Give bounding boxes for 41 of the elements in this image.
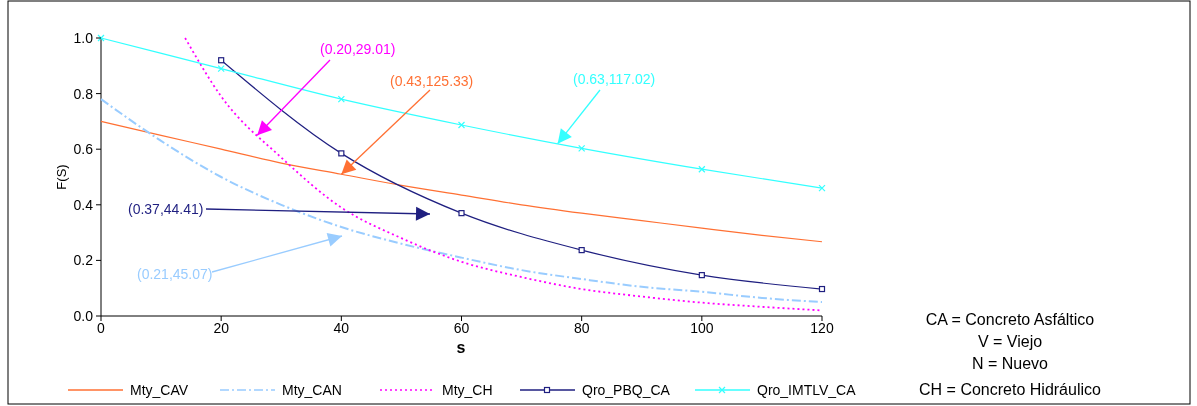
y-axis-title: F(S) bbox=[54, 164, 69, 190]
y-tick-label: 0.2 bbox=[73, 252, 94, 269]
annotation: (0.37,44.41) bbox=[128, 201, 204, 217]
point bbox=[818, 285, 826, 293]
text: V = Viejo bbox=[977, 333, 1043, 350]
annotation: (0.21,45.07) bbox=[137, 266, 213, 282]
point bbox=[337, 95, 345, 103]
annotation: (0.43,125.33) bbox=[390, 73, 474, 89]
y-tick-label: 1.0 bbox=[73, 30, 94, 46]
legend-label: Mty_CAN bbox=[282, 382, 342, 398]
point bbox=[698, 272, 705, 279]
point bbox=[218, 57, 225, 64]
point bbox=[578, 247, 585, 254]
annotation: (0.63,117.02) bbox=[573, 71, 656, 87]
point bbox=[458, 210, 465, 217]
x-tick-label: 0 bbox=[97, 320, 106, 336]
text: CH = Concreto Hidráulico bbox=[919, 381, 1102, 398]
x-tick-label: 100 bbox=[690, 320, 714, 336]
y-tick-label: 0.4 bbox=[73, 196, 94, 213]
y-tick-label: 0.6 bbox=[73, 141, 94, 158]
x-tick-label: 60 bbox=[453, 320, 470, 336]
point bbox=[818, 184, 826, 192]
point bbox=[457, 121, 466, 129]
point bbox=[338, 150, 345, 157]
point bbox=[217, 64, 225, 73]
x-tick-label: 120 bbox=[810, 320, 834, 336]
legend-label: Mty_CAV bbox=[130, 382, 189, 398]
line-series bbox=[100, 98, 823, 304]
x-tick-label: 20 bbox=[213, 320, 230, 336]
x-tick-label: 80 bbox=[573, 320, 590, 336]
y-tick-label: 0.8 bbox=[73, 85, 94, 102]
legend-label: Qro_IMTLV_CA bbox=[757, 382, 857, 398]
line-series bbox=[100, 120, 823, 243]
x-axis-title: s bbox=[456, 339, 466, 356]
legend-label: Mty_CH bbox=[442, 382, 493, 398]
text: CA = Concreto Asfáltico bbox=[925, 311, 1095, 328]
y-tick-label: 0.0 bbox=[73, 308, 94, 324]
text: N = Nuevo bbox=[971, 355, 1049, 372]
annotation: (0.20,29.01) bbox=[320, 41, 396, 57]
legend-label: Qro_PBQ_CA bbox=[582, 382, 671, 398]
x-tick-label: 40 bbox=[333, 320, 350, 336]
